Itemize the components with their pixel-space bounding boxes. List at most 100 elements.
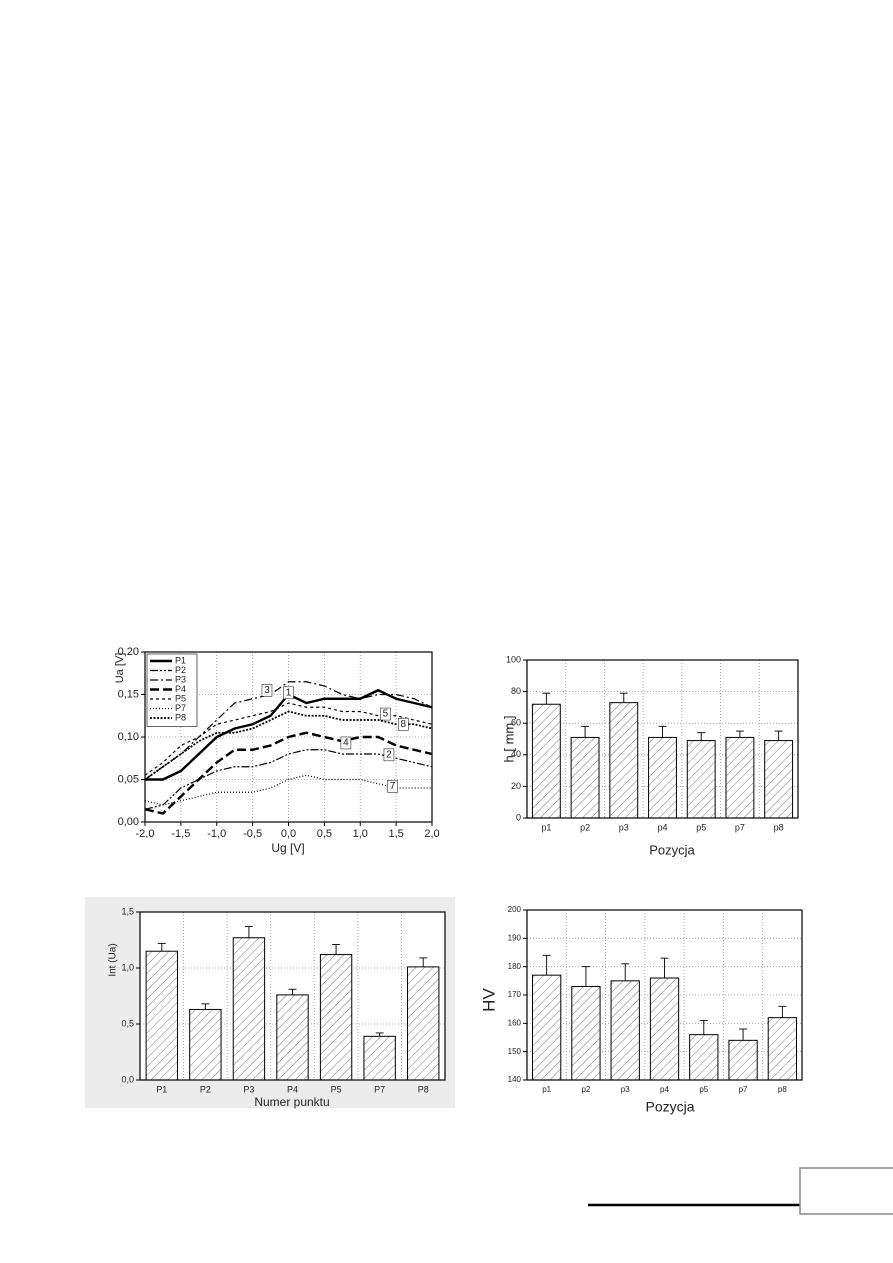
y-tick-label: 160 (508, 1018, 522, 1027)
y-tick-label: 0,0 (121, 1074, 134, 1084)
x-tick-label: 0,5 (317, 828, 332, 840)
plot-frame (526, 909, 803, 1081)
legend-label: P3 (175, 674, 186, 684)
y-tick-label: 190 (508, 933, 522, 942)
x-tick-label: p3 (619, 822, 629, 832)
y-tick-label: 40 (511, 749, 521, 759)
bar (363, 1035, 396, 1081)
y-tick-label: 20 (511, 781, 521, 791)
bar (232, 937, 266, 1081)
x-axis-label: Numer punktu (254, 1095, 329, 1109)
x-tick-label: -1,0 (207, 828, 226, 840)
bar (571, 986, 601, 1081)
y-tick-label: 60 (511, 718, 521, 728)
y-tick-label: 180 (508, 962, 522, 971)
legend-label: P7 (175, 703, 186, 713)
line-series (144, 681, 433, 780)
legend-label: P1 (175, 655, 186, 665)
bar (531, 703, 561, 819)
y-tick-label: 100 (506, 654, 521, 664)
y-tick-label: 0,5 (121, 1018, 134, 1028)
bar (610, 980, 640, 1081)
x-tick-label: P7 (374, 1084, 385, 1094)
page-number-box (799, 1167, 893, 1215)
y-tick-label: 0,20 (118, 646, 139, 658)
annotation-box (261, 684, 273, 697)
y-tick-label: 0,15 (118, 688, 139, 700)
y-tick-label: 170 (508, 990, 522, 999)
y-tick-label: 150 (508, 1047, 522, 1056)
legend-label: P5 (175, 693, 186, 703)
legend-label: P4 (175, 684, 186, 694)
annotation-box (380, 707, 391, 721)
bar (725, 736, 755, 819)
annotation: 1 (286, 687, 292, 698)
x-tick-label: P4 (287, 1084, 298, 1094)
y-tick-label: 0,00 (118, 816, 139, 828)
bar (764, 740, 794, 819)
bar (407, 966, 440, 1081)
bar (189, 1008, 222, 1081)
annotation-box (283, 686, 294, 700)
x-tick-label: P5 (331, 1084, 342, 1094)
y-tick-label: 0,10 (118, 731, 139, 743)
y-axis-label: HV (479, 988, 498, 1012)
x-tick-label: p2 (581, 1085, 590, 1094)
y-tick-label: 80 (511, 686, 521, 696)
x-tick-label: -1,5 (171, 828, 190, 840)
annotation: 8 (401, 719, 407, 730)
annotation-box (387, 780, 398, 793)
y-tick-label: 200 (508, 905, 522, 914)
x-tick-label: p2 (580, 822, 590, 832)
annotation-box (383, 748, 395, 762)
bar (609, 702, 639, 819)
y-tick-label: 0,05 (118, 773, 139, 785)
plot-frame (144, 651, 433, 823)
plot-frame (139, 911, 446, 1081)
x-axis-label: Pozycja (645, 1099, 694, 1115)
x-tick-label: p4 (660, 1085, 669, 1094)
annotation: 7 (390, 781, 396, 792)
x-axis-label: Ug [V] (271, 841, 304, 855)
y-axis-label: Ua [V] (114, 653, 126, 684)
bar (648, 736, 677, 819)
x-tick-label: 2,0 (424, 828, 439, 840)
x-tick-label: p1 (542, 1085, 551, 1094)
x-tick-label: p1 (541, 822, 551, 832)
legend-label: P8 (175, 712, 186, 722)
bar (649, 977, 680, 1081)
bar (276, 994, 309, 1081)
x-tick-label: P2 (200, 1084, 211, 1094)
line-series (144, 774, 432, 806)
x-tick-label: -2,0 (136, 828, 155, 840)
legend-label: P2 (175, 665, 186, 675)
annotation: 4 (343, 738, 349, 749)
bar (686, 740, 716, 819)
bar (689, 1034, 719, 1081)
x-tick-label: 1,0 (353, 828, 368, 840)
x-tick-label: p5 (699, 1085, 708, 1094)
x-tick-label: P8 (418, 1084, 429, 1094)
bar (532, 974, 562, 1081)
line-series (144, 731, 433, 815)
bar (767, 1017, 798, 1081)
x-tick-label: p8 (778, 1085, 787, 1094)
x-tick-label: -0,5 (243, 828, 262, 840)
annotation-box (398, 718, 409, 731)
x-tick-label: 1,5 (388, 828, 403, 840)
x-tick-label: p3 (621, 1085, 630, 1094)
annotation-box (340, 736, 352, 750)
annotation: 3 (264, 685, 270, 696)
x-tick-label: P1 (156, 1084, 167, 1094)
y-tick-label: 0 (516, 812, 521, 822)
annotation: 5 (383, 709, 389, 720)
x-tick-label: p5 (696, 822, 706, 832)
y-tick-label: 1,0 (121, 962, 134, 972)
bar (319, 954, 353, 1081)
x-tick-label: p7 (735, 822, 745, 832)
x-tick-label: p4 (657, 822, 667, 832)
y-tick-label: 1,5 (121, 906, 134, 916)
y-axis-label: h [ mm ] (501, 716, 516, 763)
x-tick-label: p8 (774, 822, 784, 832)
